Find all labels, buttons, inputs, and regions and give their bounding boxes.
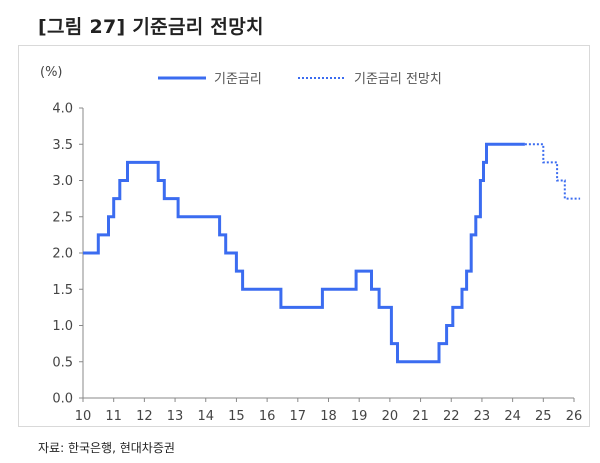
chart-frame <box>18 45 590 427</box>
x-tick-label: 26 <box>566 409 583 424</box>
y-tick-label: 1.5 <box>52 283 73 298</box>
y-tick-label: 2.5 <box>52 210 73 225</box>
x-tick-label: 21 <box>412 409 429 424</box>
x-tick-label: 11 <box>105 409 122 424</box>
x-tick-label: 16 <box>259 409 276 424</box>
x-tick-label: 18 <box>320 409 337 424</box>
y-tick-label: 3.5 <box>52 138 73 153</box>
x-tick-label: 12 <box>136 409 153 424</box>
y-tick-label: 1.0 <box>52 319 73 334</box>
series-line-2 <box>524 143 581 200</box>
legend-label-1: 기준금리 <box>214 72 262 87</box>
x-tick-label: 17 <box>290 409 307 424</box>
legend-label-2: 기준금리 전망치 <box>354 72 442 87</box>
x-tick-label: 15 <box>228 409 245 424</box>
x-tick-label: 22 <box>443 409 460 424</box>
x-tick-label: 19 <box>351 409 368 424</box>
chart-legend: 기준금리 기준금리 전망치 <box>158 72 442 87</box>
y-tick-label: 4.0 <box>52 102 73 117</box>
source-note: 자료: 한국은행, 현대차증권 <box>38 441 175 455</box>
x-tick-label: 13 <box>167 409 184 424</box>
figure-title: [그림 27] 기준금리 전망치 <box>38 16 264 38</box>
series-line-1 <box>83 142 525 364</box>
x-tick-label: 24 <box>504 409 521 424</box>
chart-lines <box>83 142 581 364</box>
chart-axes: 0.0 0.5 1.0 1.5 2.0 2.5 3.0 3.5 4.0 10 11 12 13 14 15 1… <box>40 65 582 424</box>
x-tick-label: 23 <box>474 409 491 424</box>
y-axis-unit: (%) <box>40 65 63 80</box>
x-tick-label: 20 <box>382 409 399 424</box>
y-tick-label: 0.0 <box>52 392 73 407</box>
y-tick-label: 3.0 <box>52 174 73 189</box>
y-tick-label: 0.5 <box>52 355 73 370</box>
x-tick-label: 14 <box>197 409 214 424</box>
x-tick-label: 25 <box>535 409 552 424</box>
x-tick-label: 10 <box>75 409 92 424</box>
y-tick-label: 2.0 <box>52 247 73 262</box>
